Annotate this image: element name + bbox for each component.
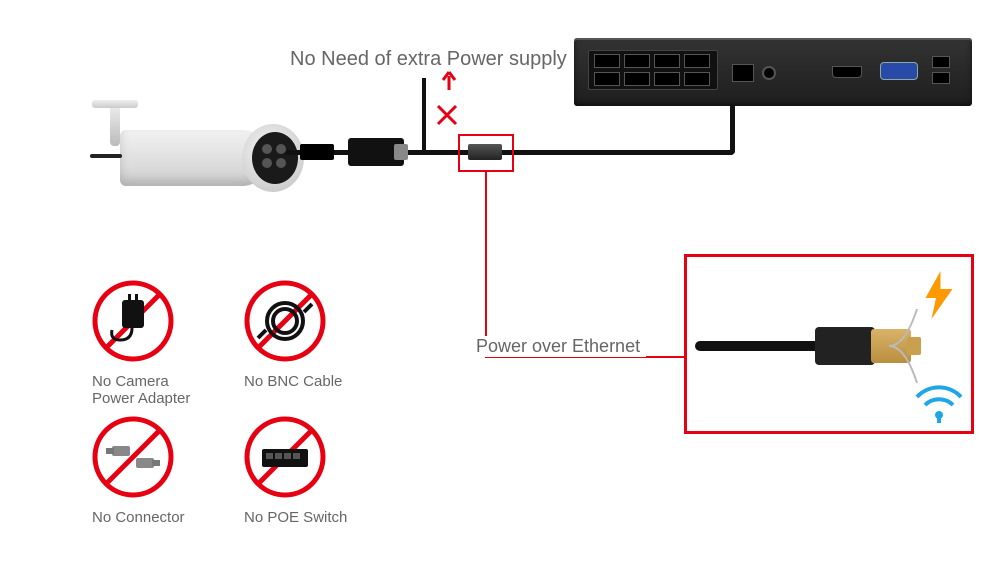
- no-item-label: No Camera: [92, 373, 232, 390]
- red-highlight-small: [458, 134, 514, 172]
- detail-box: [684, 254, 974, 434]
- red-leader-v: [485, 172, 487, 358]
- power-branch-line: [422, 78, 426, 152]
- poe-label: Power over Ethernet: [470, 336, 646, 357]
- split-lines: [887, 301, 927, 391]
- nvr-illustration: [574, 38, 972, 106]
- cable-plug-left: [300, 144, 334, 160]
- arrow-up-icon: [440, 70, 458, 92]
- no-item-label2: Power Adapter: [92, 390, 232, 407]
- camera-illustration: [92, 100, 292, 200]
- no-item-connector: No Connector: [92, 416, 232, 526]
- no-item-bnc: No BNC Cable: [244, 280, 384, 390]
- no-item-switch: No POE Switch: [244, 416, 384, 526]
- cable-into-nvr: [730, 104, 735, 154]
- no-item-label: No POE Switch: [244, 509, 384, 526]
- no-item-label: No BNC Cable: [244, 373, 384, 390]
- red-x-icon: [436, 104, 458, 126]
- heading-text: No Need of extra Power supply: [290, 48, 567, 71]
- injector-jack: [394, 144, 408, 160]
- no-item-label: No Connector: [92, 509, 232, 526]
- no-item-adapter: No Camera Power Adapter: [92, 280, 232, 407]
